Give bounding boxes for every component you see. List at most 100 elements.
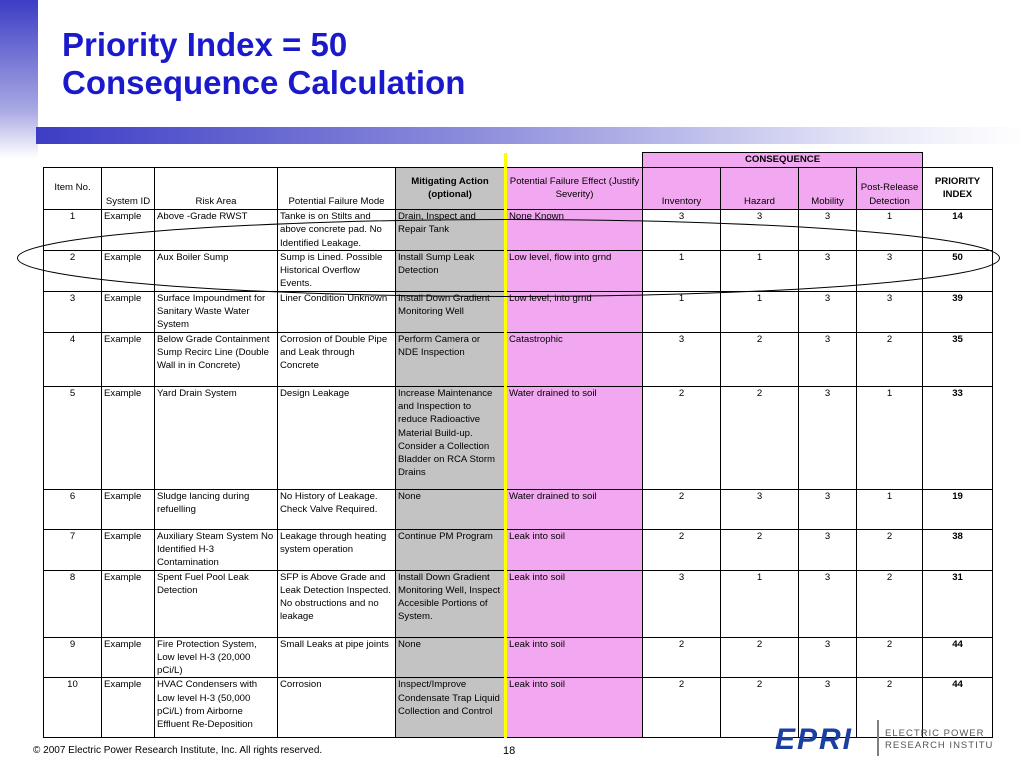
row-risk-area: Above -Grade RWST — [154, 209, 278, 251]
row-detection: 2 — [855, 636, 924, 679]
row-failure-mode: Corrosion of Double Pipe and Leak throug… — [277, 331, 396, 387]
row-mitigating-action: Continue PM Program — [395, 528, 506, 571]
row-mitigating-action: Increase Maintenance and Inspection to r… — [395, 385, 506, 490]
row-priority-index: 14 — [922, 209, 994, 251]
logo-wordmark: EPRI — [775, 723, 853, 756]
row-inventory: 3 — [642, 569, 721, 638]
row-detection: 2 — [855, 331, 924, 387]
row-failure-effect: Leak into soil — [504, 677, 643, 739]
row-priority-index: 38 — [922, 528, 994, 571]
row-risk-area: Auxiliary Steam System No Identified H-3… — [154, 528, 278, 571]
row-detection: 3 — [855, 249, 924, 292]
row-system-id: Example — [101, 528, 155, 571]
title-line-2: Consequence Calculation — [62, 64, 466, 101]
row-system-id: Example — [101, 290, 155, 333]
row-mitigating-action: None — [395, 488, 506, 530]
epri-logo: EPRI ELECTRIC POWER RESEARCH INSTITUTE — [775, 720, 993, 756]
col-priority-index: PRIORITY INDEX — [922, 167, 994, 210]
row-failure-effect: None Known — [504, 209, 643, 251]
table-row: 10 Example HVAC Condensers with Low level … — [43, 677, 994, 739]
row-item-no: 3 — [43, 290, 102, 333]
row-hazard: 1 — [720, 290, 799, 333]
row-failure-effect: Leak into soil — [504, 569, 643, 638]
row-hazard: 2 — [720, 385, 799, 490]
row-hazard: 1 — [720, 569, 799, 638]
row-item-no: 8 — [43, 569, 102, 638]
row-mobility: 3 — [798, 569, 857, 638]
row-item-no: 7 — [43, 528, 102, 571]
row-failure-effect: Leak into soil — [504, 636, 643, 679]
row-failure-mode: No History of Leakage. Check Valve Requi… — [277, 488, 396, 530]
logo-tagline-2: RESEARCH INSTITUTE — [885, 740, 993, 751]
row-priority-index: 44 — [922, 636, 994, 679]
table-row: 9 Example Fire Protection System, Low leve… — [43, 636, 994, 679]
table-row: 8 Example Spent Fuel Pool Leak Detection SF… — [43, 569, 994, 638]
row-detection: 3 — [855, 290, 924, 333]
row-risk-area: Aux Boiler Sump — [154, 249, 278, 292]
row-item-no: 6 — [43, 488, 102, 530]
row-mitigating-action: None — [395, 636, 506, 679]
row-priority-index: 44 — [922, 677, 994, 739]
table-row: 6 Example Sludge lancing during refuelling… — [43, 488, 994, 530]
header-group-row: CONSEQUENCE — [44, 152, 993, 168]
row-detection: 2 — [855, 528, 924, 571]
row-failure-mode: Sump is Lined. Possible Historical Overf… — [277, 249, 396, 292]
table-row: 1 Example Above -Grade RWST Tanke is on Sti… — [43, 209, 994, 251]
row-priority-index: 31 — [922, 569, 994, 638]
risk-priority-table: CONSEQUENCE Item No. System ID Risk Area… — [43, 152, 994, 739]
row-hazard: 3 — [720, 209, 799, 251]
row-item-no: 1 — [43, 209, 102, 251]
row-inventory: 1 — [642, 290, 721, 333]
row-mobility: 3 — [798, 331, 857, 387]
row-mobility: 3 — [798, 677, 857, 739]
row-inventory: 2 — [642, 385, 721, 490]
row-mitigating-action: Install Sump Leak Detection — [395, 249, 506, 292]
row-detection: 2 — [855, 677, 924, 739]
table-row: 5 Example Yard Drain System Design Leakage I… — [43, 385, 994, 490]
row-hazard: 1 — [720, 249, 799, 292]
row-inventory: 2 — [642, 488, 721, 530]
row-risk-area: Fire Protection System, Low level H-3 (2… — [154, 636, 278, 679]
row-detection: 2 — [855, 569, 924, 638]
row-hazard: 3 — [720, 488, 799, 530]
col-post-release-detection: Post-Release Detection — [855, 167, 924, 210]
page-number: 18 — [503, 745, 516, 757]
row-inventory: 3 — [642, 209, 721, 251]
row-mitigating-action: Drain, Inspect and Repair Tank — [395, 209, 506, 251]
left-accent-bar — [0, 0, 38, 158]
column-header-row: Item No. System ID Risk Area Potential F… — [43, 167, 994, 210]
row-priority-index: 33 — [922, 385, 994, 490]
row-mobility: 3 — [798, 528, 857, 571]
row-item-no: 5 — [43, 385, 102, 490]
row-mitigating-action: Install Down Gradient Monitoring Well, I… — [395, 569, 506, 638]
row-item-no: 4 — [43, 331, 102, 387]
row-inventory: 1 — [642, 249, 721, 292]
row-hazard: 2 — [720, 331, 799, 387]
row-hazard: 2 — [720, 636, 799, 679]
row-failure-effect: Water drained to soil — [504, 488, 643, 530]
row-failure-mode: Small Leaks at pipe joints — [277, 636, 396, 679]
col-risk-area: Risk Area — [154, 167, 278, 210]
row-failure-mode: Corrosion — [277, 677, 396, 739]
row-inventory: 2 — [642, 528, 721, 571]
col-hazard: Hazard — [720, 167, 799, 210]
col-failure-mode: Potential Failure Mode — [277, 167, 396, 210]
table-row: 2 Example Aux Boiler Sump Sump is Lined. Po… — [43, 249, 994, 292]
col-failure-effect: Potential Failure Effect (Justify Severi… — [504, 167, 643, 210]
row-detection: 1 — [855, 385, 924, 490]
row-mitigating-action: Install Down Gradient Monitoring Well — [395, 290, 506, 333]
row-mobility: 3 — [798, 290, 857, 333]
row-failure-effect: Leak into soil — [504, 528, 643, 571]
row-mobility: 3 — [798, 249, 857, 292]
row-failure-effect: Low level, into grnd — [504, 290, 643, 333]
row-detection: 1 — [855, 488, 924, 530]
title-gradient-rule — [36, 127, 1024, 144]
consequence-header: CONSEQUENCE — [641, 152, 924, 168]
row-failure-mode: Liner Condition Unknown — [277, 290, 396, 333]
row-failure-mode: Leakage through heating system operation — [277, 528, 396, 571]
row-system-id: Example — [101, 677, 155, 739]
row-detection: 1 — [855, 209, 924, 251]
table-row: 4 Example Below Grade Containment Sump Rec… — [43, 331, 994, 387]
row-item-no: 9 — [43, 636, 102, 679]
row-system-id: Example — [101, 569, 155, 638]
